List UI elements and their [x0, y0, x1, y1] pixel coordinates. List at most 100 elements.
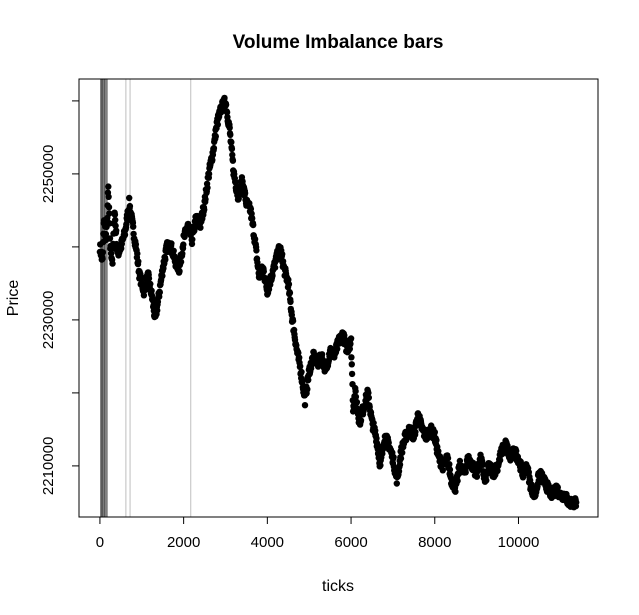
data-point	[397, 455, 405, 462]
data-point	[446, 461, 453, 468]
data-point	[412, 428, 419, 436]
data-point	[377, 462, 384, 469]
x-tick-label: 4000	[251, 534, 284, 551]
x-tick-label: 2000	[167, 534, 200, 551]
data-point	[347, 335, 355, 342]
data-point	[111, 211, 119, 218]
data-point	[99, 255, 106, 263]
x-tick-label: 6000	[334, 534, 367, 551]
data-point	[205, 170, 213, 178]
data-point	[170, 247, 177, 254]
data-point	[431, 428, 438, 436]
data-point	[399, 449, 406, 456]
data-point	[297, 363, 304, 370]
x-tick-label: 0	[96, 534, 104, 551]
y-axis-label: Price	[5, 280, 22, 317]
data-point	[287, 298, 294, 305]
data-point	[106, 210, 113, 217]
data-point	[279, 250, 286, 258]
data-point	[271, 264, 279, 271]
data-point	[286, 289, 294, 297]
data-point	[222, 101, 230, 109]
data-point	[210, 144, 218, 152]
data-point	[454, 477, 461, 485]
x-tick-label: 10000	[498, 534, 540, 551]
data-point	[462, 469, 469, 476]
data-point	[209, 156, 216, 164]
data-point	[221, 94, 228, 102]
data-point	[162, 256, 169, 263]
data-point	[353, 398, 361, 406]
y-tick-label: 2230000	[40, 291, 57, 349]
data-point	[113, 227, 120, 234]
data-point	[112, 222, 119, 229]
data-point	[473, 473, 481, 480]
data-point	[106, 235, 114, 242]
bar-lines	[100, 79, 192, 517]
data-point	[112, 216, 119, 224]
data-point	[212, 133, 219, 140]
y-axis: 2210000 2230000 2250000	[40, 100, 80, 495]
data-point	[159, 272, 166, 280]
data-point	[181, 233, 188, 241]
data-point	[385, 439, 392, 446]
data-point	[250, 221, 257, 229]
data-point	[301, 402, 309, 409]
data-point	[209, 151, 217, 158]
data-point	[444, 455, 452, 462]
data-points	[96, 94, 580, 511]
data-point	[318, 351, 326, 358]
data-point	[357, 417, 365, 424]
data-point	[189, 236, 196, 243]
data-point	[130, 223, 137, 230]
data-point	[249, 215, 256, 222]
data-point	[176, 267, 183, 275]
data-point	[121, 231, 129, 238]
data-point	[201, 206, 208, 213]
data-point	[156, 289, 163, 296]
data-point	[241, 190, 249, 197]
data-point	[253, 247, 260, 254]
data-point	[452, 488, 459, 495]
x-tick-label: 8000	[418, 534, 451, 551]
data-point	[446, 466, 454, 473]
data-point	[149, 297, 157, 304]
data-point	[247, 205, 255, 213]
data-point	[204, 184, 211, 191]
x-axis: 0 2000 4000 6000 8000 10000	[96, 516, 540, 551]
data-point	[147, 280, 154, 288]
data-point	[202, 196, 209, 203]
data-point	[305, 376, 312, 384]
data-point	[299, 377, 306, 384]
data-point	[105, 183, 112, 190]
data-point	[154, 307, 161, 314]
data-point	[373, 435, 380, 442]
data-point	[99, 249, 107, 256]
data-point	[334, 345, 341, 353]
data-point	[348, 370, 356, 378]
data-point	[352, 393, 360, 400]
data-point	[105, 193, 112, 200]
data-point	[177, 258, 185, 266]
data-point	[229, 157, 237, 164]
data-point	[232, 179, 239, 186]
data-point	[126, 202, 134, 210]
data-point	[396, 461, 404, 468]
data-point	[393, 480, 400, 487]
data-point	[285, 280, 293, 288]
data-point	[365, 389, 372, 397]
data-point	[102, 230, 110, 238]
data-point	[260, 268, 267, 275]
data-point	[226, 124, 233, 131]
x-axis-label: ticks	[322, 578, 354, 595]
data-point	[269, 272, 276, 279]
data-point	[168, 240, 175, 247]
data-point	[296, 354, 303, 361]
data-point	[109, 260, 116, 267]
data-point	[496, 457, 504, 464]
data-point	[304, 386, 311, 393]
data-point	[135, 258, 142, 265]
data-point	[132, 241, 140, 248]
data-point	[251, 236, 259, 243]
